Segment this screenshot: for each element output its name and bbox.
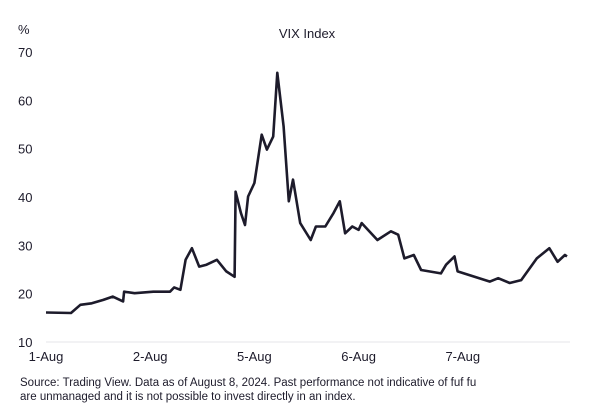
vix-series-line (45, 71, 568, 315)
x-tick-label: 5-Aug (237, 349, 272, 364)
x-tick-label: 6-Aug (341, 349, 376, 364)
footnote-line-1: Source: Trading View. Data as of August … (20, 377, 477, 389)
y-tick-label: 60 (18, 93, 32, 108)
y-tick-label: 70 (18, 45, 32, 60)
chart-title: VIX Index (279, 26, 336, 41)
y-tick-label: 30 (18, 238, 32, 253)
x-tick-label: 1-Aug (29, 349, 64, 364)
source-footnote: Source: Trading View. Data as of August … (20, 376, 476, 404)
x-tick-label: 7-Aug (445, 349, 480, 364)
y-tick-label: 50 (18, 142, 32, 157)
y-tick-label: 40 (18, 190, 32, 205)
y-axis-label: % (18, 22, 30, 37)
y-tick-label: 20 (18, 287, 32, 302)
x-tick-label: 2-Aug (133, 349, 168, 364)
vix-line-chart: VIX Index % 10 20 30 40 50 60 70 1-Aug 2-Aug 5-A… (18, 22, 570, 364)
y-tick-label: 10 (18, 335, 32, 350)
footnote-line-2: are unmanaged and it is not possible to … (20, 391, 356, 403)
